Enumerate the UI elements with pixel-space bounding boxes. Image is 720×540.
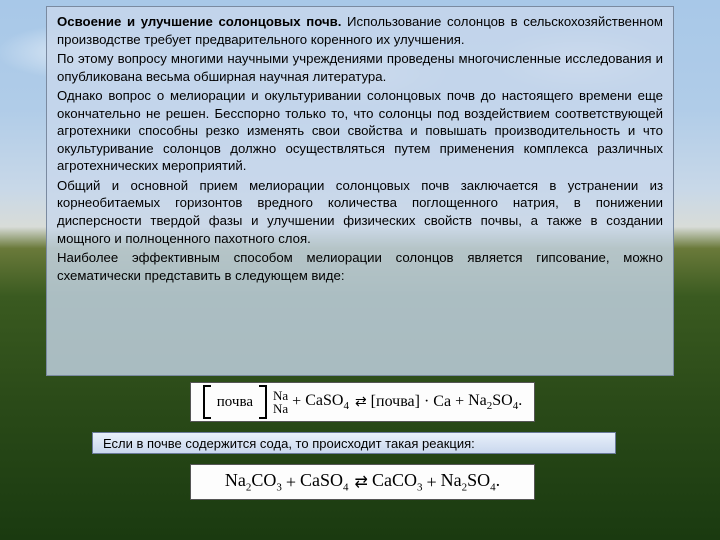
period-2: . [496, 470, 501, 490]
caso4-sub: 4 [343, 400, 349, 412]
left-bracket-icon [203, 385, 211, 419]
note-box: Если в почве содержится сода, то происхо… [92, 432, 616, 454]
formula-2-box: Na2CO3 + CaSO4 ⇄ CaCO3 + Na2SO4. [190, 464, 535, 500]
caco3-a: CaCO [372, 470, 417, 490]
caso4: CaSO4 [305, 392, 349, 412]
plus-2b: + [426, 472, 436, 493]
slide-background: Освоение и улучшение солонцовых почв. Ис… [0, 0, 720, 540]
soil-word-2: почва [376, 393, 415, 410]
plus-1: + [292, 393, 301, 411]
na2co3-a: Na [225, 470, 246, 490]
caso4-2-sub: 4 [343, 482, 349, 494]
na2co3-s2: 3 [276, 482, 282, 494]
na2co3: Na2CO3 [225, 470, 282, 494]
na2so4-2b: SO [467, 470, 490, 490]
formula-1-box: почва Na Na + CaSO4 ⇄ [почва] · Ca + Na2… [190, 382, 535, 422]
dot: · [424, 393, 429, 411]
paragraph-3: Однако вопрос о мелиорации и окультурива… [57, 87, 663, 175]
ca: Ca [433, 393, 451, 411]
equilibrium-arrows-icon: ⇄ [355, 394, 365, 411]
na-stack: Na Na [273, 389, 288, 415]
caco3: CaCO3 [372, 470, 423, 494]
na2so4: Na2SO4. [468, 392, 522, 412]
note-text: Если в почве содержится сода, то происхо… [103, 436, 475, 451]
soil-word-1: почва [217, 394, 253, 411]
rhs-soil: [почва] [371, 393, 420, 411]
caso4-2-text: CaSO [300, 470, 343, 490]
equilibrium-arrows-2-icon: ⇄ [355, 472, 366, 492]
paragraph-1: Освоение и улучшение солонцовых почв. Ис… [57, 13, 663, 48]
na2so4-a: Na [468, 392, 487, 409]
formula-2: Na2CO3 + CaSO4 ⇄ CaCO3 + Na2SO4. [225, 470, 500, 494]
main-text-panel: Освоение и улучшение солонцовых почв. Ис… [46, 6, 674, 376]
na2so4-2: Na2SO4. [441, 470, 501, 494]
plus-2: + [455, 393, 464, 411]
formula-1: почва Na Na + CaSO4 ⇄ [почва] · Ca + Na2… [203, 385, 522, 419]
caco3-s: 3 [417, 482, 423, 494]
right-bracket-icon [259, 385, 267, 419]
na2so4-2a: Na [441, 470, 462, 490]
plus-1b: + [286, 472, 296, 493]
paragraph-2: По этому вопросу многими научными учрежд… [57, 50, 663, 85]
br-close: ] [415, 393, 420, 410]
na2co3-b: CO [251, 470, 276, 490]
caso4-text: CaSO [305, 392, 343, 409]
paragraph-4: Общий и основной прием мелиорации солонц… [57, 177, 663, 247]
paragraph-5: Наиболее эффективным способом мелиорации… [57, 249, 663, 284]
na2so4-b: SO [492, 392, 512, 409]
period-1: . [518, 392, 522, 409]
title-bold: Освоение и улучшение солонцовых почв. [57, 14, 341, 29]
na-bot: Na [273, 402, 288, 415]
caso4-2: CaSO4 [300, 470, 349, 494]
